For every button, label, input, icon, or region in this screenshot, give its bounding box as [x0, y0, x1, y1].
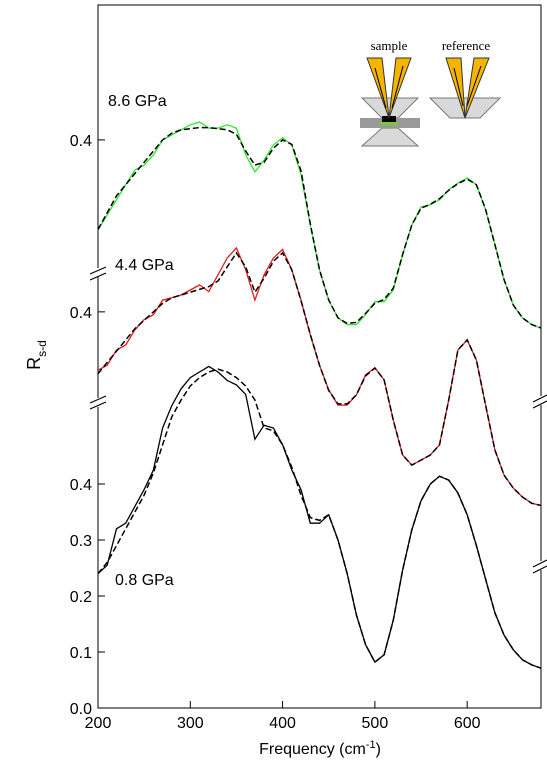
- x-tick-label: 600: [454, 715, 481, 732]
- y-tick-label: 0.4: [70, 305, 92, 322]
- fit-line: [97, 251, 542, 507]
- y-tick-label: 0.1: [70, 645, 92, 662]
- inset-label: sample: [371, 38, 408, 53]
- fit-line: [97, 126, 542, 329]
- axis-breaks: [89, 266, 547, 574]
- y-tick-label: 0.4: [70, 133, 92, 150]
- x-tick-label: 300: [177, 715, 204, 732]
- y-tick-label: 0.3: [70, 533, 92, 550]
- inset-label: reference: [442, 38, 491, 53]
- data-line: [97, 246, 542, 507]
- x-tick-label: 500: [362, 715, 389, 732]
- y-axis-label: Rs-d: [24, 340, 49, 370]
- data-line: [97, 121, 542, 329]
- y-tick-label: 0.2: [70, 589, 92, 606]
- y-tick-label: 0.4: [70, 477, 92, 494]
- panel-label: 8.6 GPa: [108, 93, 167, 110]
- y-tick-label: 0.0: [70, 701, 92, 718]
- x-axis-label: Frequency (cm-1): [259, 739, 381, 758]
- panel-label: 4.4 GPa: [115, 257, 174, 274]
- x-tick-label: 400: [269, 715, 296, 732]
- inset-diagram: sample reference: [360, 38, 502, 147]
- x-tick-label: 200: [85, 715, 112, 732]
- fit-line: [97, 368, 542, 669]
- plot-frame: [97, 4, 542, 709]
- panel-label: 0.8 GPa: [115, 572, 174, 589]
- data-line: [97, 365, 542, 669]
